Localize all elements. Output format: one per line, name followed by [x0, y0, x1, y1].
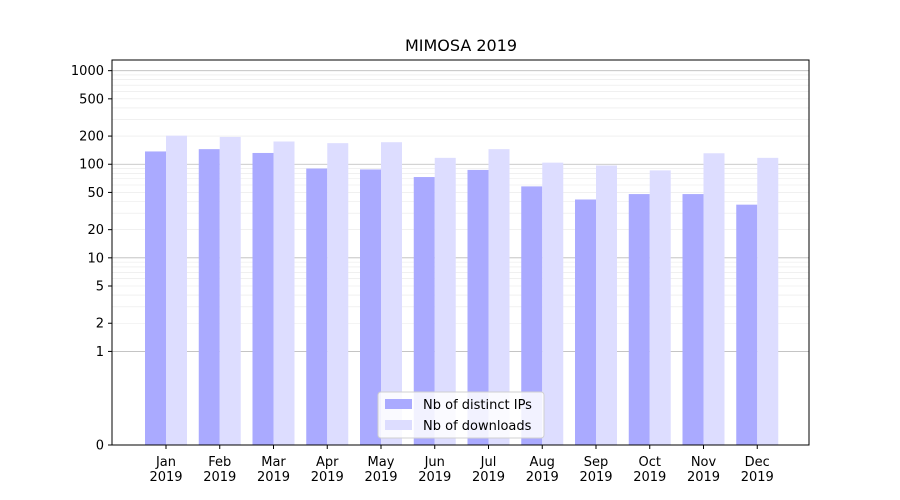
bar: [219, 136, 241, 446]
y-tick-label: 500: [79, 92, 104, 107]
legend-swatch: [385, 399, 412, 409]
x-tick-label: Apr 2019: [311, 455, 344, 485]
bars: [145, 135, 779, 446]
bar: [306, 168, 328, 445]
x-tick-label: Jul 2019: [472, 455, 505, 485]
bar: [252, 152, 274, 445]
x-tick-label: Dec 2019: [741, 455, 774, 485]
bar: [575, 199, 596, 445]
bar: [434, 157, 456, 446]
x-tick-label: Sep 2019: [579, 455, 612, 485]
y-tick-label: 20: [87, 223, 104, 238]
y-tick-label: 100: [79, 158, 104, 173]
y-tick-label: 1000: [71, 64, 104, 79]
legend: Nb of distinct IPs Nb of downloads: [377, 391, 545, 439]
legend-box: [377, 391, 545, 439]
chart-title: MIMOSA 2019: [405, 36, 517, 55]
x-tick-label: Mar 2019: [257, 455, 290, 485]
bar: [757, 157, 779, 446]
bar: [145, 151, 166, 446]
plot-frame: [111, 59, 810, 446]
y-tick-label: 0: [96, 439, 104, 454]
y-tick-label: 1: [96, 345, 104, 360]
legend-label: Nb of distinct IPs: [423, 398, 532, 413]
bar: [682, 194, 704, 445]
x-tick-label: Oct 2019: [633, 455, 666, 485]
x-tick-label: Jan 2019: [149, 455, 182, 485]
bar: [649, 170, 671, 445]
y-tick-label: 10: [87, 251, 104, 266]
x-tick-label: May 2019: [364, 455, 397, 485]
legend-label: Nb of downloads: [423, 419, 532, 434]
x-tick-label: Aug 2019: [526, 455, 559, 485]
y-tick-label: 5: [96, 280, 104, 295]
x-axis: Jan 2019 Feb 2019 Mar 2019 Apr 2019 May 2019 Jun 20…: [149, 445, 774, 485]
bar: [166, 135, 187, 445]
bar: [273, 141, 295, 445]
x-tick-label: Jun 2019: [418, 455, 451, 485]
legend-swatch: [385, 420, 412, 430]
y-tick-label: 200: [79, 130, 104, 145]
bar: [381, 142, 402, 445]
bar: [488, 149, 510, 445]
bar: [521, 186, 543, 445]
bar: [360, 169, 381, 446]
y-tick-label: 2: [96, 317, 104, 332]
bar: [198, 149, 220, 445]
bar: [467, 169, 489, 445]
bar: [327, 143, 349, 445]
bar: [413, 177, 435, 446]
y-tick-label: 50: [87, 186, 104, 201]
x-tick-label: Feb 2019: [203, 455, 236, 485]
bar: [703, 153, 725, 445]
bar: [596, 165, 617, 446]
x-tick-label: Nov 2019: [687, 455, 720, 485]
y-axis: 0 1 2 5 10 20 50 100 200 500 1000: [71, 64, 112, 454]
bar: [736, 204, 758, 445]
bar: [628, 194, 650, 445]
bar: [542, 162, 564, 445]
